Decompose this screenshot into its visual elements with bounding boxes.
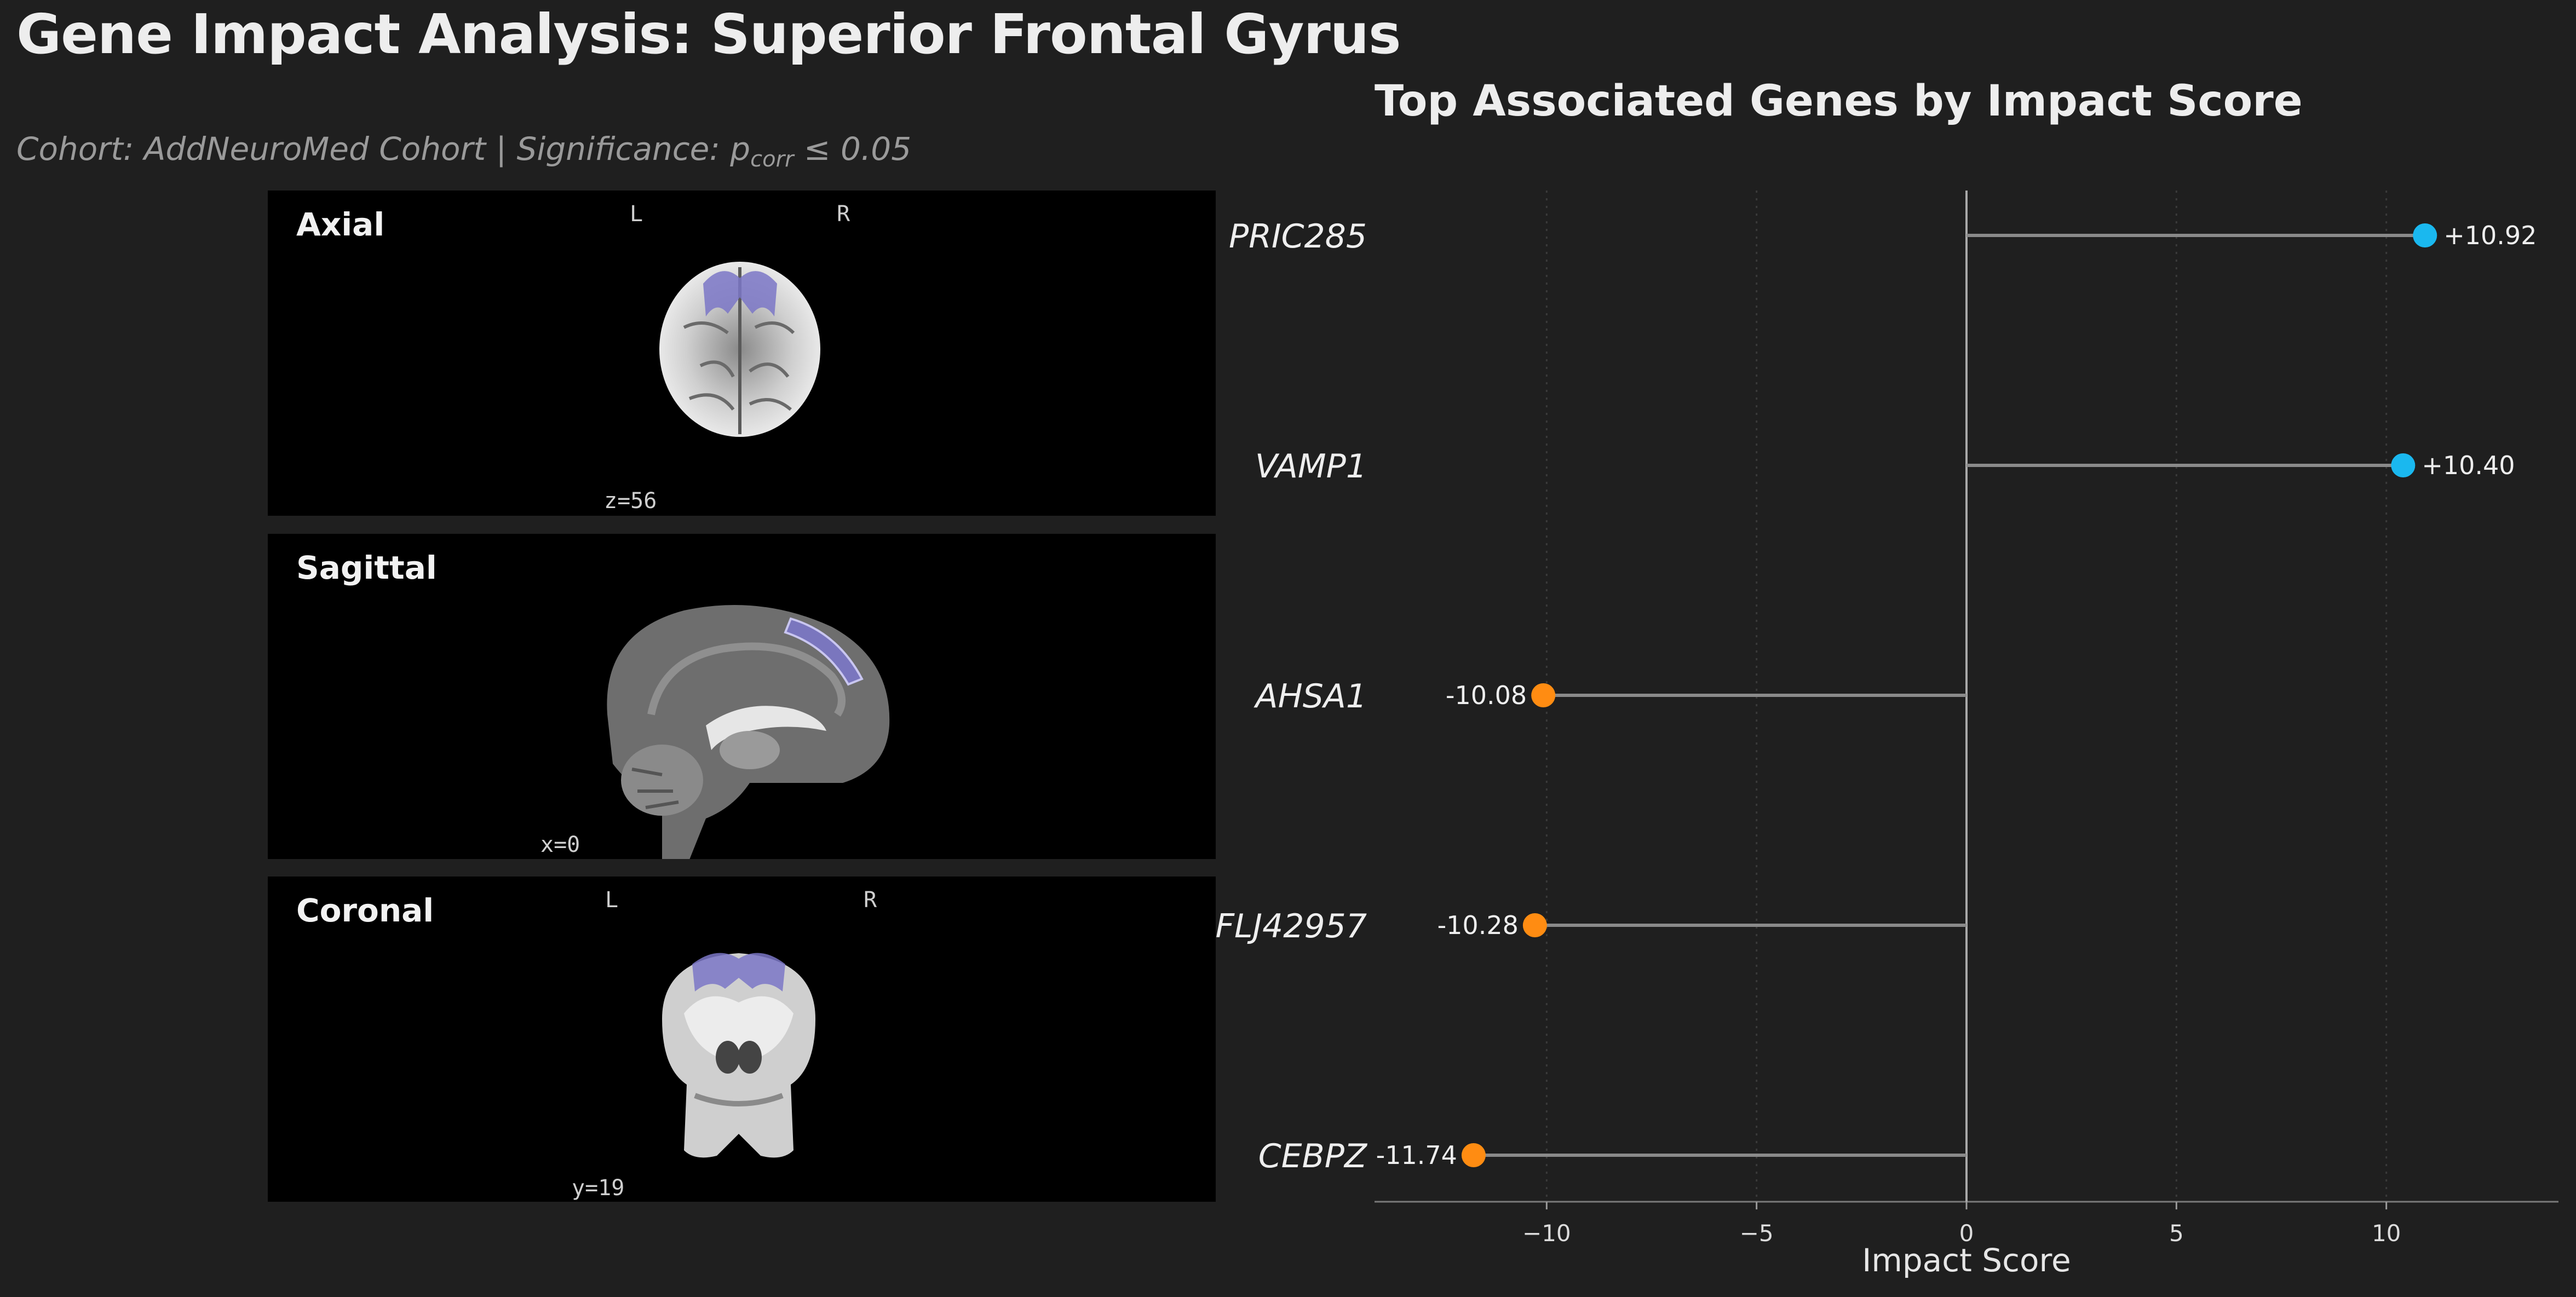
cohort-subtitle: Cohort: AddNeuroMed Cohort | Significanc… (16, 130, 911, 172)
coronal-coordinate: y=19 (572, 1175, 625, 1201)
gene-label: CEBPZ (1258, 1137, 1368, 1175)
axial-coordinate: z=56 (604, 488, 657, 514)
sagittal-brain-panel: Sagittal x=0 (268, 534, 1216, 859)
coronal-brain-image (662, 953, 815, 1158)
coronal-label: Coronal (296, 892, 434, 929)
gene-label: PRIC285 (1229, 217, 1367, 256)
subtitle-subscript: corr (750, 147, 794, 172)
lollipop-dot (2391, 453, 2416, 477)
x-tick-label: 5 (2169, 1220, 2184, 1247)
gene-label: AHSA1 (1254, 677, 1367, 716)
subtitle-suffix: ≤ 0.05 (794, 130, 912, 168)
value-label: -10.08 (1446, 681, 1527, 710)
lollipop-dot (2413, 223, 2437, 247)
x-tick-label: 0 (1959, 1220, 1974, 1247)
axial-brain-image (659, 262, 820, 437)
lollipop-dot (1531, 683, 1556, 707)
x-tick-label: 10 (2372, 1220, 2401, 1247)
sagittal-label: Sagittal (296, 549, 437, 586)
subtitle-prefix: Cohort: AddNeuroMed Cohort | Significanc… (16, 130, 751, 168)
x-tick-label: −5 (1740, 1220, 1774, 1247)
value-label: +10.40 (2422, 451, 2515, 480)
coronal-left-marker: L (605, 887, 619, 913)
gene-label: VAMP1 (1255, 447, 1367, 486)
x-tick-label: −10 (1522, 1220, 1571, 1247)
sagittal-brain-image (607, 605, 890, 859)
value-label: +10.92 (2443, 221, 2537, 250)
page-title: Gene Impact Analysis: Superior Frontal G… (16, 2, 1401, 66)
coronal-right-marker: R (864, 887, 877, 913)
lollipop-dot (1461, 1143, 1486, 1167)
lollipop-dot (1522, 913, 1547, 937)
chart-title: Top Associated Genes by Impact Score (1375, 77, 2303, 126)
value-label: -10.28 (1438, 910, 1519, 940)
gene-label: FLJ42957 (1215, 907, 1367, 946)
axial-left-marker: L (630, 201, 643, 227)
axial-label: Axial (296, 206, 385, 243)
x-axis-label: Impact Score (1862, 1242, 2071, 1279)
coronal-brain-panel: Coronal L R y=19 (268, 877, 1216, 1202)
sagittal-coordinate: x=0 (540, 832, 580, 857)
axial-brain-panel: Axial L R z=56 (268, 191, 1216, 516)
value-label: -11.74 (1376, 1140, 1457, 1170)
axial-right-marker: R (837, 201, 850, 227)
